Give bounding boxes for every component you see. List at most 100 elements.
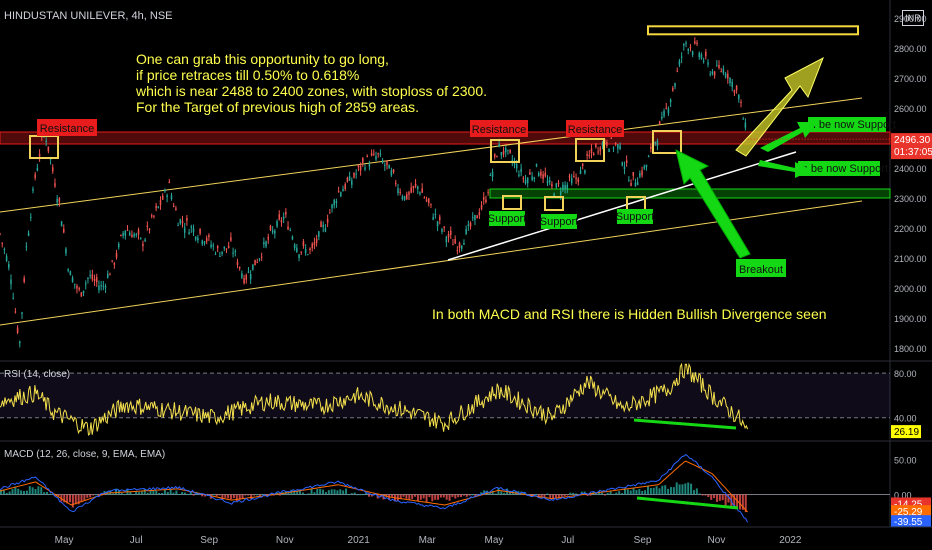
candle-body [117, 243, 120, 248]
candle-body [663, 110, 665, 117]
candle-body [460, 245, 463, 249]
candle-body [188, 232, 190, 235]
macd-histogram-bar [316, 488, 319, 495]
candle-body [395, 182, 397, 185]
candle-body [421, 188, 423, 193]
macd-histogram-bar [92, 494, 95, 496]
candle-body [702, 60, 705, 62]
candle-body [533, 177, 536, 180]
candle-body [159, 200, 162, 205]
candle-body [716, 65, 718, 67]
candle-body [282, 216, 285, 220]
macd-histogram-bar [69, 494, 72, 503]
candle-body [628, 180, 630, 182]
candle-body [67, 269, 69, 271]
candle-body [520, 168, 522, 173]
candle-body [16, 327, 19, 333]
macd-histogram-bar [664, 485, 667, 495]
candle-body [3, 248, 6, 250]
candle-body [647, 156, 650, 158]
macd-histogram-bar [138, 492, 141, 495]
candle-body [366, 155, 368, 157]
candle-body [73, 283, 76, 285]
rsi-last-value: 26.19 [894, 427, 919, 438]
trend-support-line [447, 151, 797, 261]
candle-body [476, 215, 478, 219]
candle-body [599, 147, 602, 152]
candle-body [636, 182, 639, 186]
candle-body [540, 171, 542, 176]
macd-histogram-bar [46, 491, 49, 495]
macd-histogram-bar [572, 492, 575, 495]
candle-body [199, 228, 201, 234]
candle-body [346, 177, 349, 182]
candle-body [738, 94, 740, 100]
candle-body [597, 151, 599, 153]
macd-histogram-bar [649, 488, 652, 495]
time-tick: 2022 [779, 535, 802, 546]
candle-body [676, 70, 679, 72]
macd-value-badge [891, 515, 931, 528]
candle-body [126, 229, 129, 231]
macd-histogram-bar [48, 493, 51, 495]
candle-body [581, 163, 584, 166]
macd-histogram-bar [675, 482, 678, 495]
macd-histogram-bar [293, 490, 296, 495]
candle-body [335, 200, 338, 204]
macd-histogram-bar [310, 488, 313, 495]
idea-line: One can grab this opportunity to go long… [136, 51, 389, 67]
candle-body [157, 206, 160, 208]
last-price-badge [891, 133, 932, 160]
candle-body [546, 180, 549, 184]
macd-histogram-bar [11, 489, 14, 495]
macd-histogram-bar [483, 490, 486, 495]
candle-body [722, 68, 725, 74]
candle-countdown: 01:37:05 [894, 147, 932, 158]
macd-histogram-bar [253, 494, 256, 496]
candle-body [423, 197, 426, 199]
macd-histogram-bar [287, 492, 290, 495]
candle-body [537, 172, 540, 177]
candle-body [531, 176, 533, 180]
candle-body [584, 170, 586, 174]
candle-body [181, 221, 184, 223]
candle-body [447, 234, 450, 238]
macd-histogram-bar [66, 494, 69, 504]
candle-body [56, 198, 58, 203]
macd-histogram-bar [586, 494, 589, 496]
macd-histogram-bar [115, 488, 118, 495]
rsi-line [0, 362, 749, 436]
candle-body [93, 278, 96, 282]
candle-body [471, 217, 474, 219]
price-tick: 2400.00 [894, 164, 927, 174]
price-tick: 2200.00 [894, 224, 927, 234]
macd-histogram-bar [322, 489, 325, 495]
candle-body [45, 140, 47, 143]
macd-histogram-bar [163, 489, 166, 495]
candle-body [82, 290, 85, 293]
macd-histogram-bar [422, 494, 425, 499]
macd-histogram-bar [5, 492, 8, 495]
macd-histogram-bar [250, 494, 253, 499]
candle-body [212, 245, 215, 247]
time-tick: May [55, 535, 74, 546]
candle-body [742, 118, 744, 120]
candle-body [504, 148, 507, 153]
candle-body [23, 277, 25, 283]
macd-histogram-bar [437, 494, 440, 500]
candle-body [300, 251, 303, 253]
candle-body [221, 251, 223, 254]
resistance-label-box [470, 120, 528, 137]
macd-histogram-bar [494, 493, 497, 495]
macd-histogram-bar [34, 488, 37, 495]
macd-value: -39.55 [894, 517, 923, 528]
macd-histogram-bar [485, 490, 488, 495]
macd-tick: 50.00 [894, 456, 917, 466]
candle-body [680, 56, 683, 58]
macd-histogram-bar [40, 487, 43, 495]
candle-body [645, 164, 648, 168]
macd-histogram-bar [695, 488, 698, 495]
support-label-box [541, 214, 577, 229]
macd-histogram-bar [146, 492, 149, 495]
